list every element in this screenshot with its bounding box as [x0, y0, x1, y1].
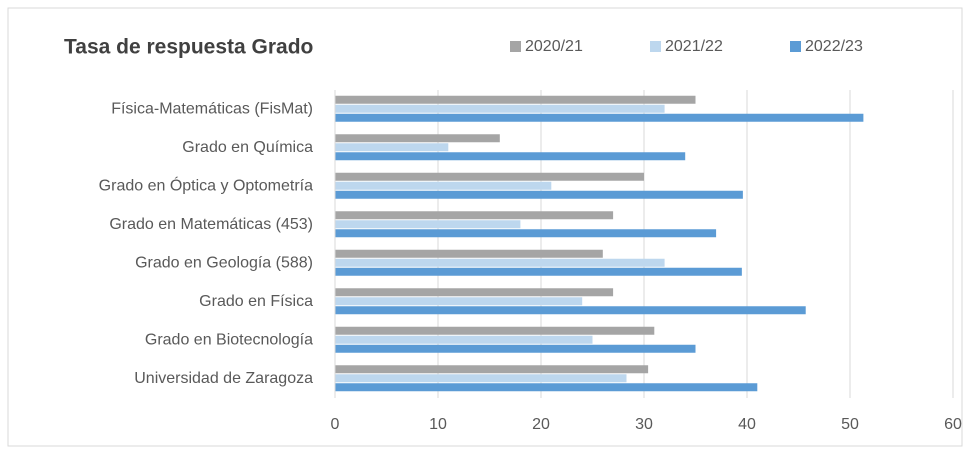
bar [335, 288, 614, 297]
legend-label: 2021/22 [665, 38, 723, 55]
y-tick-label: Grado en Geología (588) [135, 254, 313, 271]
x-tick-label: 20 [532, 416, 550, 433]
y-tick-label: Grado en Óptica y Optometría [99, 175, 313, 194]
bar [335, 229, 717, 238]
bar [335, 172, 644, 181]
x-tick-label: 50 [841, 416, 859, 433]
legend-label: 2020/21 [525, 38, 583, 55]
y-tick-label: Física-Matemáticas (FisMat) [111, 100, 313, 117]
bar [335, 383, 758, 392]
bar [335, 365, 649, 374]
bar [335, 95, 696, 104]
bar [335, 134, 500, 143]
legend-swatch [650, 41, 661, 52]
bar [335, 306, 806, 315]
bar [335, 335, 593, 344]
legend-swatch [510, 41, 521, 52]
x-tick-label: 0 [331, 416, 340, 433]
legend-swatch [790, 41, 801, 52]
x-tick-label: 60 [944, 416, 962, 433]
bar [335, 297, 583, 306]
bar [335, 113, 864, 122]
bar [335, 258, 665, 267]
bar [335, 190, 743, 199]
y-tick-label: Universidad de Zaragoza [134, 370, 313, 387]
y-tick-label: Grado en Biotecnología [145, 331, 313, 348]
y-tick-label: Grado en Física [199, 293, 313, 310]
bar [335, 104, 665, 113]
bar [335, 344, 696, 353]
y-tick-label: Grado en Química [182, 139, 313, 156]
bar [335, 267, 742, 276]
x-tick-label: 40 [738, 416, 756, 433]
bar [335, 143, 449, 152]
bar [335, 249, 603, 258]
chart-title: Tasa de respuesta Grado [64, 36, 313, 59]
x-tick-label: 30 [635, 416, 653, 433]
legend-label: 2022/23 [805, 38, 863, 55]
bar [335, 152, 686, 161]
bar [335, 181, 552, 190]
bar [335, 374, 627, 383]
bar [335, 326, 655, 335]
bar [335, 220, 521, 229]
x-tick-label: 10 [429, 416, 447, 433]
bar [335, 211, 614, 220]
y-tick-label: Grado en Matemáticas (453) [109, 216, 313, 233]
